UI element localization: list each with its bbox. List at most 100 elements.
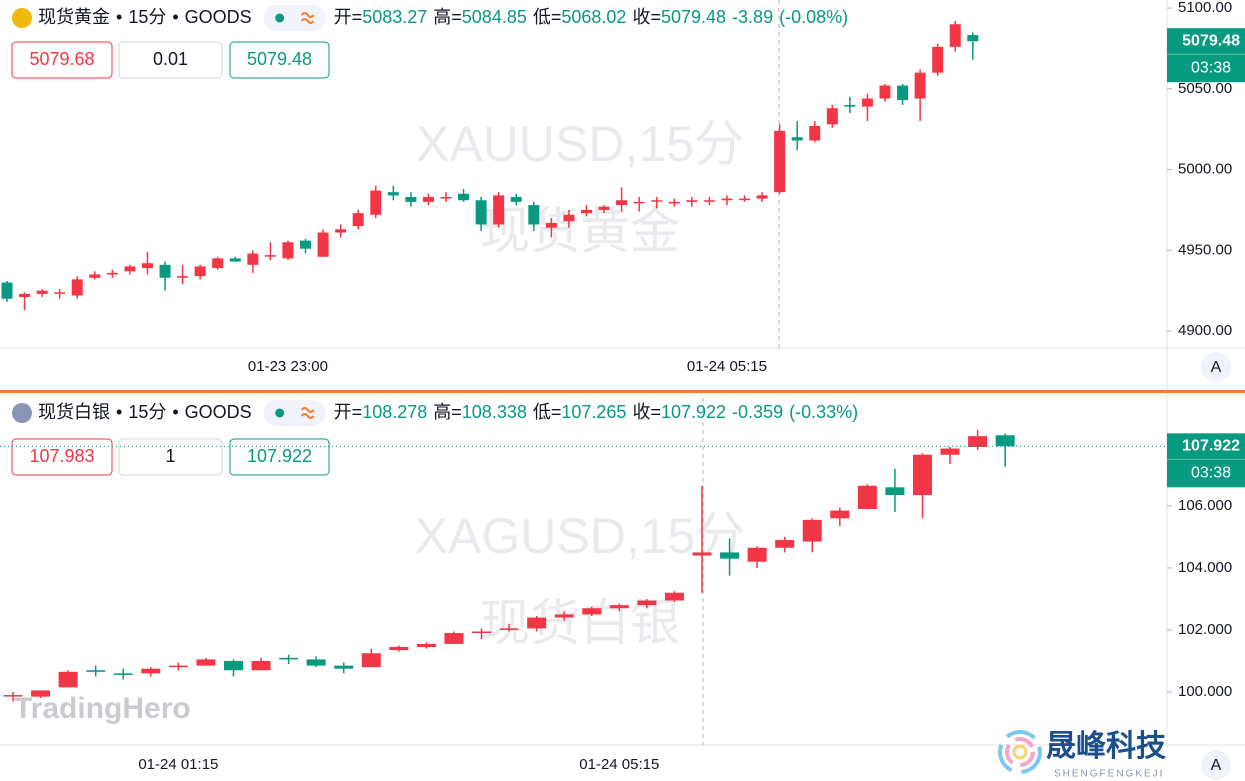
candle-body — [124, 266, 136, 272]
auto-scale-label: A — [1211, 757, 1222, 774]
candle-body — [71, 279, 83, 296]
candle-body — [914, 72, 926, 99]
header-text: 107.922 — [661, 402, 726, 422]
header-text: 低= — [533, 402, 562, 422]
candle-body — [857, 485, 877, 510]
candle-body — [510, 197, 522, 202]
x-tick-label: 01-24 05:15 — [579, 756, 659, 773]
sell-button-label: 107.983 — [29, 446, 94, 466]
candle-body — [582, 608, 602, 615]
candle-body — [528, 205, 540, 225]
header-text: • — [116, 402, 122, 422]
quantity-input-label: 0.01 — [153, 49, 188, 69]
y-tick-label: 4900.00 — [1178, 322, 1232, 339]
candle-body — [633, 201, 645, 204]
candle-body — [31, 690, 51, 697]
candle-body — [352, 213, 364, 227]
candle-body — [458, 193, 470, 201]
candle-body — [86, 670, 106, 672]
buy-button-label: 5079.48 — [247, 49, 312, 69]
candle-body — [19, 293, 31, 298]
candle-body — [196, 659, 216, 666]
auto-scale-button[interactable] — [1201, 750, 1231, 780]
candle-body — [830, 510, 850, 519]
candle-body — [405, 197, 417, 202]
candle-body — [264, 255, 276, 257]
candle-body — [247, 253, 259, 265]
candle-body — [802, 519, 822, 542]
header-text: • — [172, 7, 178, 27]
auto-scale-button[interactable] — [1201, 352, 1231, 382]
status-dot — [275, 13, 285, 23]
watermark: XAGUSD,15分 — [415, 508, 746, 564]
symbol-icon — [12, 403, 32, 423]
candle-body — [563, 214, 575, 222]
candle-body — [159, 264, 171, 278]
status-pill — [263, 5, 326, 31]
candle-body — [177, 276, 189, 278]
status-dot — [275, 408, 285, 418]
header-text: 低= — [533, 7, 562, 27]
auto-scale-label: A — [1211, 359, 1222, 376]
watermark: 现货黄金 — [480, 203, 680, 259]
header-text: 高= — [433, 7, 462, 27]
candle-body — [739, 198, 751, 201]
candle-body — [651, 200, 663, 202]
logo-ring — [1012, 744, 1028, 760]
candle-body — [791, 137, 803, 141]
candle-body — [194, 266, 206, 277]
header-text: 开= — [334, 7, 363, 27]
y-tick-label: 104.000 — [1178, 559, 1232, 576]
candle-body — [844, 104, 856, 107]
quantity-input[interactable] — [118, 41, 223, 79]
candle-body — [223, 660, 243, 671]
candle-body — [317, 232, 329, 257]
brand-icon — [998, 730, 1042, 774]
candle-body — [932, 46, 944, 73]
candle-body — [89, 274, 101, 278]
candle-body — [826, 108, 838, 125]
candle-body — [141, 263, 153, 269]
status-icon — [300, 407, 315, 419]
header-text: 现货黄金 — [38, 7, 110, 27]
candle-body — [279, 657, 299, 660]
header-text: 15分 — [128, 402, 166, 422]
candle-body — [282, 242, 294, 259]
candle-body — [212, 258, 224, 269]
candle-body — [444, 633, 464, 644]
logo-ring — [998, 730, 1042, 774]
header-text: • — [172, 402, 178, 422]
header-text: -3.89 — [732, 7, 773, 27]
candle-body — [229, 258, 241, 262]
x-tick-label: 01-23 23:00 — [248, 358, 328, 375]
header-text: 107.265 — [561, 402, 626, 422]
candle-body — [545, 222, 557, 228]
candle-body — [609, 605, 629, 609]
quantity-input[interactable] — [118, 438, 223, 476]
quantity-input-label: 1 — [165, 446, 175, 466]
candle-body — [334, 665, 354, 669]
candle-body — [306, 659, 326, 666]
logo-ring — [1005, 737, 1035, 767]
candle-body — [36, 290, 48, 294]
candle-body — [251, 660, 271, 671]
candle-body — [861, 98, 873, 107]
candle-body — [774, 130, 786, 193]
header-text: 5068.02 — [561, 7, 626, 27]
candle-body — [995, 435, 1015, 447]
candle-body — [335, 229, 347, 233]
sell-button[interactable] — [11, 41, 113, 79]
panel-divider — [0, 390, 1245, 393]
sell-button-label: 5079.68 — [29, 49, 94, 69]
y-tick-label: 5000.00 — [1178, 161, 1232, 178]
header-text: -0.359 — [732, 402, 783, 422]
buy-button[interactable] — [229, 438, 330, 476]
sell-button[interactable] — [11, 438, 113, 476]
header-text: 5079.48 — [661, 7, 726, 27]
candle-body — [912, 454, 932, 496]
candle-body — [493, 195, 505, 225]
last-price-tag — [1167, 433, 1245, 488]
candle-body — [370, 190, 382, 215]
buy-button[interactable] — [229, 41, 330, 79]
countdown-label: 03:38 — [1191, 465, 1231, 482]
